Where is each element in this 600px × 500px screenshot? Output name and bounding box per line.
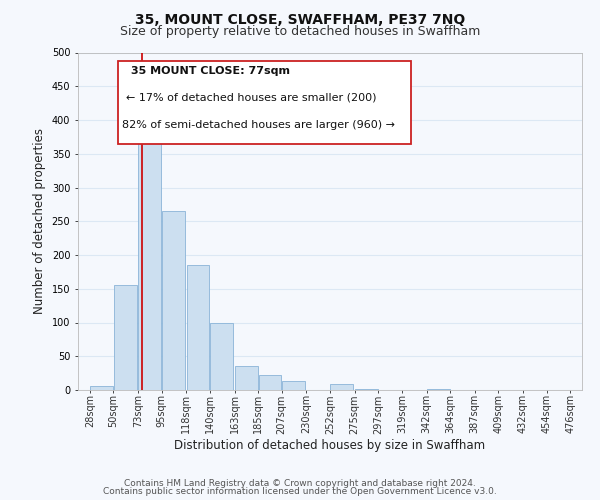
Bar	[114, 286, 137, 390]
Y-axis label: Number of detached properties: Number of detached properties	[33, 128, 46, 314]
Text: 35, MOUNT CLOSE, SWAFFHAM, PE37 7NQ: 35, MOUNT CLOSE, SWAFFHAM, PE37 7NQ	[135, 12, 465, 26]
Bar	[235, 366, 258, 390]
FancyBboxPatch shape	[118, 61, 410, 144]
Bar	[187, 265, 209, 390]
Bar	[139, 132, 161, 390]
Bar	[162, 211, 185, 390]
Text: 82% of semi-detached houses are larger (960) →: 82% of semi-detached houses are larger (…	[122, 120, 395, 130]
Bar	[259, 375, 281, 390]
Bar	[331, 384, 353, 390]
Text: ← 17% of detached houses are smaller (200): ← 17% of detached houses are smaller (20…	[126, 93, 376, 103]
Bar	[282, 381, 305, 390]
Text: Size of property relative to detached houses in Swaffham: Size of property relative to detached ho…	[120, 25, 480, 38]
Bar	[211, 322, 233, 390]
Bar	[355, 388, 378, 390]
Bar	[427, 388, 449, 390]
Text: Contains public sector information licensed under the Open Government Licence v3: Contains public sector information licen…	[103, 487, 497, 496]
X-axis label: Distribution of detached houses by size in Swaffham: Distribution of detached houses by size …	[175, 439, 485, 452]
Bar	[90, 386, 113, 390]
Text: 35 MOUNT CLOSE: 77sqm: 35 MOUNT CLOSE: 77sqm	[131, 66, 290, 76]
Text: Contains HM Land Registry data © Crown copyright and database right 2024.: Contains HM Land Registry data © Crown c…	[124, 478, 476, 488]
